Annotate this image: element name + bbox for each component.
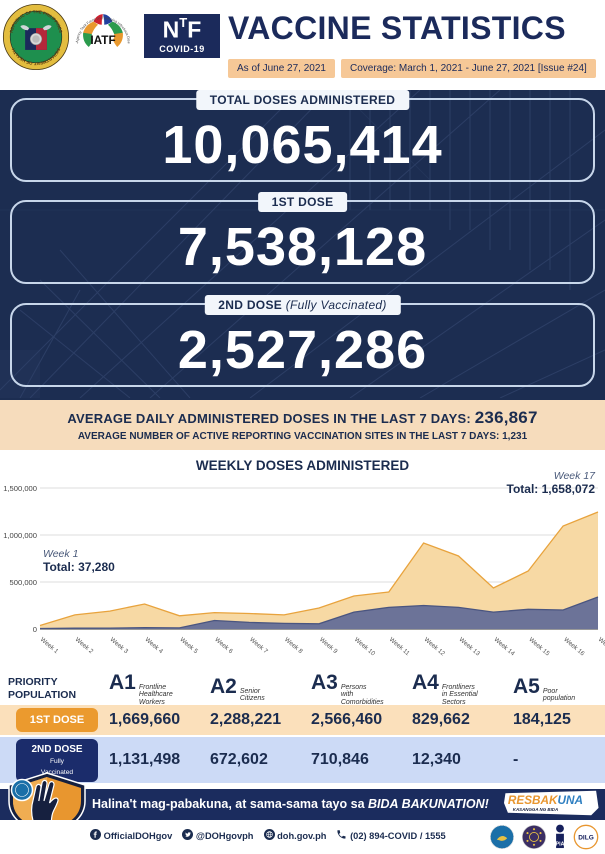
svg-text:RESBAKUNA: RESBAKUNA xyxy=(508,794,583,807)
svg-text:Week 14: Week 14 xyxy=(492,636,516,658)
svg-text:1,500,000: 1,500,000 xyxy=(3,484,37,493)
svg-text:KASANGGA NG BIDA: KASANGGA NG BIDA xyxy=(513,807,558,812)
svg-text:1,000,000: 1,000,000 xyxy=(3,531,37,540)
svg-text:PIA: PIA xyxy=(556,841,565,847)
svg-text:Week 2: Week 2 xyxy=(74,636,95,655)
svg-text:Week 1: Week 1 xyxy=(39,636,60,655)
svg-text:0: 0 xyxy=(33,625,37,634)
svg-text:Week 16: Week 16 xyxy=(562,636,586,658)
svg-text:Week 10: Week 10 xyxy=(353,636,377,658)
svg-text:500,000: 500,000 xyxy=(10,578,37,587)
svg-text:Week 12: Week 12 xyxy=(423,636,447,658)
svg-text:Week 4: Week 4 xyxy=(143,636,164,655)
svg-text:Week 17: Week 17 xyxy=(597,636,605,658)
svg-text:Week 7: Week 7 xyxy=(248,636,269,655)
svg-text:DILG: DILG xyxy=(578,835,594,842)
svg-text:Week 6: Week 6 xyxy=(213,636,234,655)
svg-text:IATF: IATF xyxy=(90,34,115,47)
svg-text:Week 8: Week 8 xyxy=(283,636,304,655)
svg-text:Week 3: Week 3 xyxy=(109,636,130,655)
svg-text:Week 15: Week 15 xyxy=(527,636,551,658)
svg-text:Week 13: Week 13 xyxy=(458,636,482,658)
svg-text:Week 9: Week 9 xyxy=(318,636,339,655)
svg-text:Week 11: Week 11 xyxy=(388,636,411,657)
svg-text:Week 5: Week 5 xyxy=(178,636,199,655)
